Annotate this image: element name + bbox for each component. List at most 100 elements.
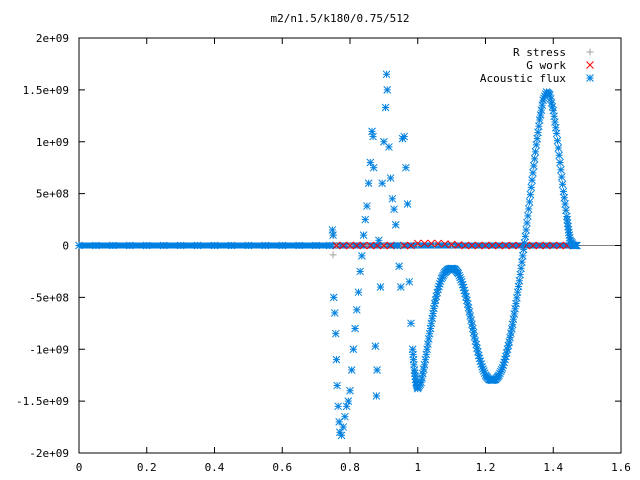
- point-acoustic-flux: [419, 365, 428, 374]
- point-acoustic-flux: [527, 183, 536, 192]
- point-acoustic-flux: [329, 231, 337, 239]
- point-acoustic-flux: [396, 283, 405, 291]
- point-acoustic-flux: [142, 241, 151, 250]
- point-acoustic-flux: [358, 252, 366, 260]
- point-g-work: [434, 239, 442, 248]
- point-acoustic-flux: [423, 345, 431, 354]
- point-g-work: [468, 241, 476, 250]
- point-acoustic-flux: [561, 200, 569, 208]
- point-g-work: [420, 239, 429, 248]
- point-acoustic-flux: [474, 347, 482, 356]
- point-g-work: [556, 241, 564, 250]
- point-acoustic-flux: [400, 132, 409, 141]
- point-acoustic-flux: [402, 163, 410, 172]
- point-acoustic-flux: [352, 305, 361, 314]
- point-acoustic-flux: [526, 190, 535, 199]
- x-tick-label: 0: [76, 461, 83, 474]
- point-acoustic-flux: [557, 165, 565, 174]
- point-acoustic-flux: [405, 277, 414, 286]
- y-tick-label: -5e+08: [29, 291, 69, 304]
- point-acoustic-flux: [278, 241, 287, 250]
- point-acoustic-flux: [378, 179, 387, 188]
- point-g-work: [529, 241, 537, 250]
- legend-marker: [586, 61, 594, 69]
- point-g-work: [454, 241, 463, 249]
- point-acoustic-flux: [388, 194, 397, 203]
- point-g-work: [386, 241, 395, 250]
- point-g-work: [488, 241, 497, 250]
- point-acoustic-flux: [395, 262, 403, 271]
- ticks-layer: 0 0.2 0.4 0.6 0.8 1 1.2 1.4 1.6 2e+09 1.5e+09 1e+09…: [16, 32, 631, 474]
- point-acoustic-flux: [550, 112, 558, 121]
- point-g-work: [447, 240, 456, 249]
- point-acoustic-flux: [553, 136, 562, 145]
- point-acoustic-flux: [382, 70, 391, 79]
- point-acoustic-flux: [525, 198, 534, 206]
- point-g-work: [332, 241, 341, 250]
- point-acoustic-flux: [557, 173, 566, 181]
- point-acoustic-flux: [463, 300, 472, 308]
- point-acoustic-flux: [507, 324, 516, 333]
- point-acoustic-flux: [457, 275, 465, 284]
- point-acoustic-flux: [385, 143, 393, 151]
- point-acoustic-flux: [330, 309, 339, 317]
- x-tick-label: 0.4: [205, 461, 225, 474]
- point-acoustic-flux: [176, 241, 185, 250]
- point-acoustic-flux: [393, 241, 402, 250]
- point-acoustic-flux: [531, 148, 540, 156]
- point-acoustic-flux: [359, 231, 368, 239]
- point-acoustic-flux: [125, 241, 134, 250]
- point-g-work: [346, 241, 354, 250]
- point-acoustic-flux: [534, 128, 542, 137]
- point-acoustic-flux: [522, 226, 531, 234]
- point-acoustic-flux: [428, 314, 437, 323]
- y-tick-label: 0: [62, 240, 69, 253]
- point-acoustic-flux: [433, 288, 442, 297]
- point-acoustic-flux: [560, 193, 569, 202]
- point-acoustic-flux: [210, 241, 219, 250]
- point-acoustic-flux: [516, 270, 525, 279]
- x-tick-label: 1.4: [543, 461, 563, 474]
- point-g-work: [461, 241, 470, 250]
- point-acoustic-flux: [373, 366, 381, 374]
- point-acoustic-flux: [333, 381, 341, 390]
- legend-label: R stress: [513, 46, 566, 59]
- point-acoustic-flux: [75, 241, 83, 250]
- y-tick-label: -2e+09: [29, 447, 69, 460]
- legend-label: G work: [526, 59, 566, 72]
- point-acoustic-flux: [552, 129, 561, 138]
- point-acoustic-flux: [562, 206, 570, 215]
- point-acoustic-flux: [407, 319, 415, 328]
- point-acoustic-flux: [391, 220, 400, 229]
- point-acoustic-flux: [538, 101, 547, 110]
- point-acoustic-flux: [339, 423, 348, 431]
- point-acoustic-flux: [517, 264, 525, 273]
- point-acoustic-flux: [376, 283, 385, 291]
- point-acoustic-flux: [468, 324, 477, 333]
- point-acoustic-flux: [342, 402, 351, 411]
- y-tick-label: -1.5e+09: [16, 395, 69, 408]
- x-tick-label: 0.6: [272, 461, 292, 474]
- legend-label: Acoustic flux: [480, 72, 566, 85]
- point-g-work: [407, 241, 415, 250]
- point-acoustic-flux: [529, 169, 537, 177]
- x-tick-label: 1.2: [476, 461, 496, 474]
- point-acoustic-flux: [530, 155, 539, 163]
- point-acoustic-flux: [381, 103, 390, 112]
- point-acoustic-flux: [518, 258, 526, 266]
- point-acoustic-flux: [518, 252, 527, 260]
- point-acoustic-flux: [555, 151, 564, 160]
- point-acoustic-flux: [467, 316, 475, 325]
- point-g-work: [366, 241, 375, 250]
- point-acoustic-flux: [410, 360, 418, 369]
- y-tick-label: 1e+09: [36, 136, 69, 149]
- x-tick-label: 0.2: [137, 461, 157, 474]
- point-acoustic-flux: [532, 141, 541, 149]
- x-tick-label: 0.8: [340, 461, 360, 474]
- point-g-work: [373, 241, 381, 250]
- point-acoustic-flux: [558, 180, 567, 189]
- point-acoustic-flux: [329, 293, 338, 302]
- legend-marker: [586, 74, 594, 82]
